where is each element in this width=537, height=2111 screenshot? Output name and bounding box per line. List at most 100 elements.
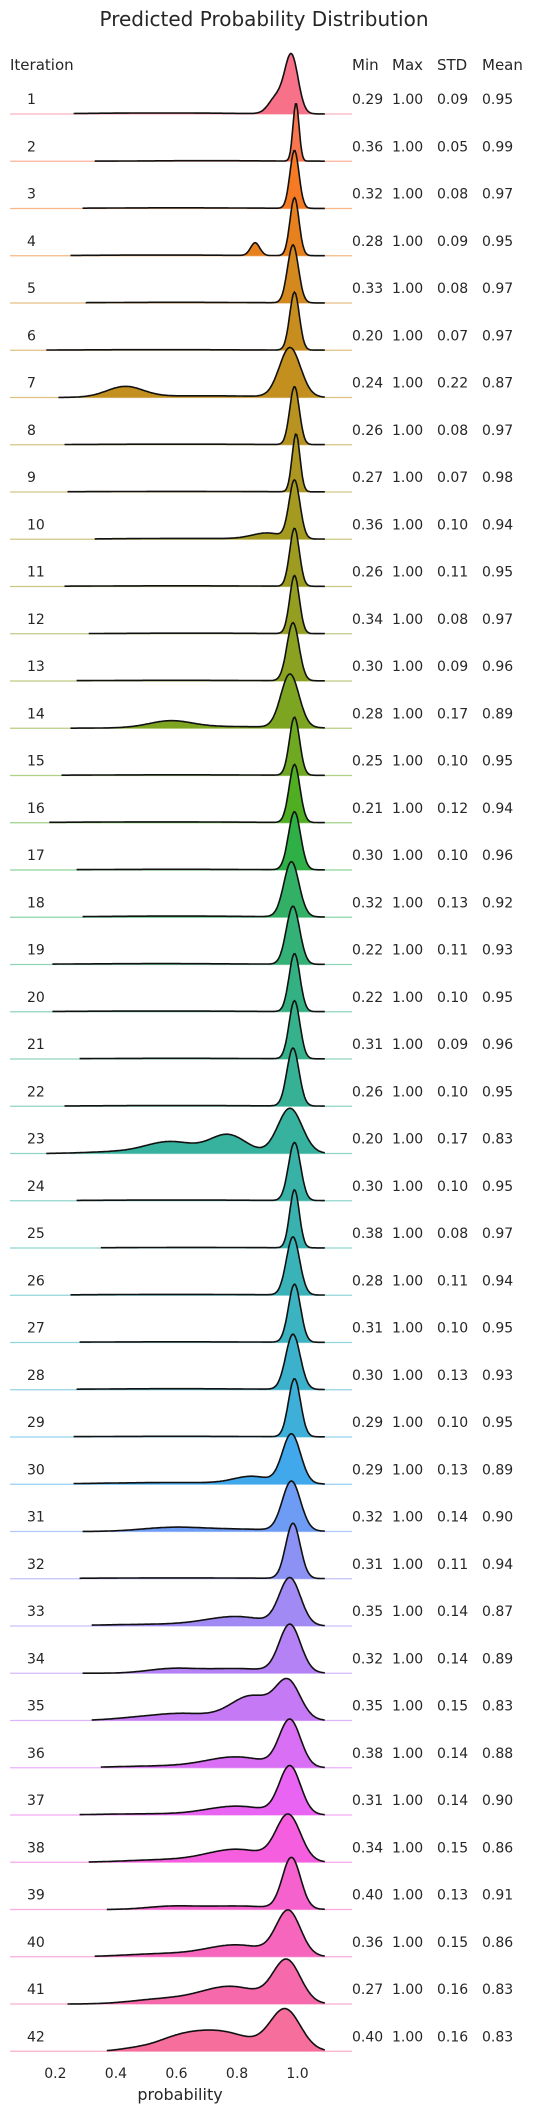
iteration-label-37: 37 — [27, 1793, 45, 1809]
stat-min-34: 0.32 — [352, 1651, 383, 1667]
ridge-fill-24 — [76, 1142, 325, 1201]
stat-std-29: 0.10 — [437, 1415, 468, 1431]
ridge-row-42: 42 — [10, 2007, 352, 2052]
ridge-curve-32 — [79, 1522, 325, 1580]
iteration-label-8: 8 — [27, 423, 36, 439]
stat-max-11: 1.00 — [392, 565, 423, 581]
ridge-curve-11 — [64, 527, 325, 588]
ridge-curve-5 — [85, 243, 325, 304]
ridge-fill-40 — [94, 1909, 325, 1957]
stat-mean-5: 0.97 — [482, 281, 513, 297]
iteration-label-21: 21 — [27, 1037, 45, 1053]
stat-std-36: 0.14 — [437, 1746, 468, 1762]
stat-max-39: 1.00 — [392, 1888, 423, 1904]
iteration-label-31: 31 — [27, 1510, 45, 1526]
stat-mean-37: 0.90 — [482, 1793, 513, 1809]
stat-mean-19: 0.93 — [482, 943, 513, 959]
stat-mean-28: 0.93 — [482, 1368, 513, 1384]
stat-max-26: 1.00 — [392, 1273, 423, 1289]
stat-min-28: 0.30 — [352, 1368, 383, 1384]
stat-mean-2: 0.99 — [482, 139, 513, 155]
ridge-curve-6 — [46, 290, 325, 351]
ridge-curve-3 — [82, 149, 325, 210]
stat-max-4: 1.00 — [392, 234, 423, 250]
stat-mean-6: 0.97 — [482, 328, 513, 344]
stat-max-40: 1.00 — [392, 1935, 423, 1951]
stat-min-39: 0.40 — [352, 1888, 383, 1904]
iteration-label-16: 16 — [27, 801, 45, 817]
ridge-curve-18 — [82, 860, 325, 918]
stat-mean-27: 0.95 — [482, 1321, 513, 1337]
iteration-label-2: 2 — [27, 139, 36, 155]
stat-min-12: 0.34 — [352, 612, 383, 628]
ridge-curve-13 — [76, 621, 325, 682]
ridge-fill-27 — [79, 1284, 325, 1343]
ridge-curve-20 — [52, 952, 325, 1013]
stat-mean-15: 0.95 — [482, 754, 513, 770]
stat-min-10: 0.36 — [352, 517, 383, 533]
ridge-fill-17 — [76, 811, 325, 870]
stat-std-19: 0.11 — [437, 943, 468, 959]
stat-std-16: 0.12 — [437, 801, 468, 817]
iteration-column-header: Iteration — [10, 56, 74, 74]
ridge-row-7: 7 — [10, 346, 352, 399]
stat-max-5: 1.00 — [392, 281, 423, 297]
stat-min-42: 0.40 — [352, 2029, 383, 2045]
iteration-label-3: 3 — [27, 187, 36, 203]
ridge-fill-7 — [58, 347, 325, 398]
stat-mean-11: 0.95 — [482, 565, 513, 581]
ridge-curve-27 — [79, 1283, 325, 1344]
stat-std-11: 0.11 — [437, 565, 468, 581]
stat-mean-24: 0.95 — [482, 1179, 513, 1195]
ridge-curve-21 — [79, 999, 325, 1060]
ridge-curve-30 — [73, 1432, 325, 1485]
iteration-label-18: 18 — [27, 895, 45, 911]
stat-max-14: 1.00 — [392, 706, 423, 722]
stat-max-15: 1.00 — [392, 754, 423, 770]
stat-std-20: 0.10 — [437, 990, 468, 1006]
ridge-row-17: 17 — [10, 810, 352, 871]
ridge-fill-5 — [85, 244, 325, 303]
x-tick-label-0.6: 0.6 — [165, 2066, 187, 2082]
x-tick-label-0.2: 0.2 — [44, 2066, 66, 2082]
ridge-curve-37 — [79, 1764, 325, 1816]
ridge-fill-32 — [79, 1523, 325, 1579]
stat-std-27: 0.10 — [437, 1321, 468, 1337]
stat-max-32: 1.00 — [392, 1557, 423, 1573]
ridge-curve-42 — [106, 2007, 325, 2052]
stat-min-16: 0.21 — [352, 801, 383, 817]
ridge-curve-7 — [58, 346, 325, 399]
ridge-row-37: 37 — [10, 1764, 352, 1816]
ridge-fill-29 — [73, 1378, 325, 1437]
stat-std-34: 0.14 — [437, 1651, 468, 1667]
stat-min-19: 0.22 — [352, 943, 383, 959]
ridge-curve-29 — [73, 1378, 325, 1438]
ridge-fill-26 — [70, 1237, 325, 1296]
ridge-fill-38 — [88, 1814, 325, 1863]
stat-std-31: 0.14 — [437, 1510, 468, 1526]
stat-std-4: 0.09 — [437, 234, 468, 250]
stat-std-12: 0.08 — [437, 612, 468, 628]
stat-max-25: 1.00 — [392, 1226, 423, 1242]
stat-mean-38: 0.86 — [482, 1840, 513, 1856]
ridge-row-36: 36 — [10, 1718, 352, 1769]
iteration-label-13: 13 — [27, 659, 45, 675]
x-tick-label-0.4: 0.4 — [105, 2066, 127, 2082]
chart-title: Predicted Probability Distribution — [99, 7, 428, 31]
stat-std-17: 0.10 — [437, 848, 468, 864]
iteration-label-33: 33 — [27, 1604, 45, 1620]
stat-max-2: 1.00 — [392, 139, 423, 155]
ridge-fill-12 — [88, 575, 325, 634]
ridge-row-41: 41 — [10, 1958, 352, 2005]
ridge-curve-16 — [49, 763, 325, 824]
iteration-label-11: 11 — [27, 565, 45, 581]
stat-std-3: 0.08 — [437, 187, 468, 203]
ridge-curve-28 — [76, 1333, 325, 1391]
stat-mean-13: 0.96 — [482, 659, 513, 675]
stat-std-2: 0.05 — [437, 139, 468, 155]
stat-min-9: 0.27 — [352, 470, 383, 486]
iteration-label-1: 1 — [27, 92, 36, 108]
stat-std-7: 0.22 — [437, 376, 468, 392]
stat-min-36: 0.38 — [352, 1746, 383, 1762]
stat-max-1: 1.00 — [392, 92, 423, 108]
